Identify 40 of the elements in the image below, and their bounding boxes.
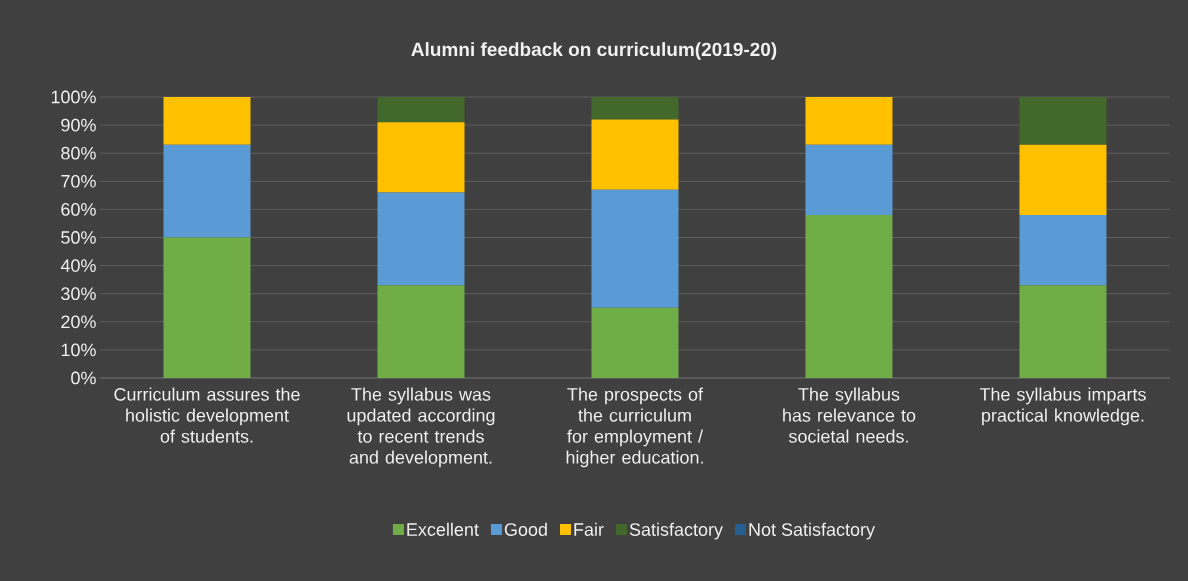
bar	[377, 285, 465, 378]
legend-label: Good	[504, 522, 547, 536]
y-tick-label: 80%	[61, 146, 96, 160]
legend-label: Not Satisfactory	[749, 522, 875, 540]
bar	[591, 307, 679, 378]
bar	[1019, 144, 1107, 216]
y-tick-label: 30%	[61, 287, 96, 301]
chart-title: Alumni feedback on curriculum(2019-20)	[411, 42, 777, 60]
bar	[377, 122, 465, 193]
y-tick-label: 40%	[60, 259, 96, 272]
bar	[1019, 285, 1107, 378]
bar	[163, 237, 251, 378]
bar	[591, 119, 679, 190]
bar	[805, 144, 893, 216]
bar	[1019, 97, 1107, 145]
y-tick-label: 100%	[51, 90, 96, 104]
legend-label: Fair	[574, 522, 604, 536]
y-tick-label: 10%	[61, 343, 96, 357]
y-tick-label: 20%	[61, 315, 96, 329]
bar	[163, 97, 251, 145]
y-tick-label: 0%	[71, 371, 96, 385]
bar	[377, 97, 465, 123]
bar	[1019, 215, 1107, 286]
bar	[805, 97, 893, 145]
y-tick-label: 50%	[61, 231, 96, 244]
legend-label: Satisfactory	[629, 522, 723, 540]
x-tick-label: The syllabus has relevance to societal needs.	[783, 387, 916, 443]
legend-label: Excellent	[407, 522, 479, 536]
y-tick-label: 90%	[61, 118, 96, 132]
bar	[377, 192, 465, 286]
bar	[805, 215, 893, 378]
x-tick-label: The syllabus was updated according to recent trends and development.	[347, 387, 495, 468]
x-tick-label: Curriculum assures the holistic development of students.	[114, 387, 300, 443]
bar	[591, 189, 679, 308]
bar	[163, 144, 251, 238]
bar	[591, 97, 679, 120]
x-tick-label: The prospects of the curriculum for employment / higher education.	[566, 387, 704, 468]
y-tick-label: 70%	[61, 174, 96, 188]
y-tick-label: 60%	[61, 203, 96, 216]
x-tick-label: The syllabus imparts practical knowledge.	[979, 387, 1146, 426]
